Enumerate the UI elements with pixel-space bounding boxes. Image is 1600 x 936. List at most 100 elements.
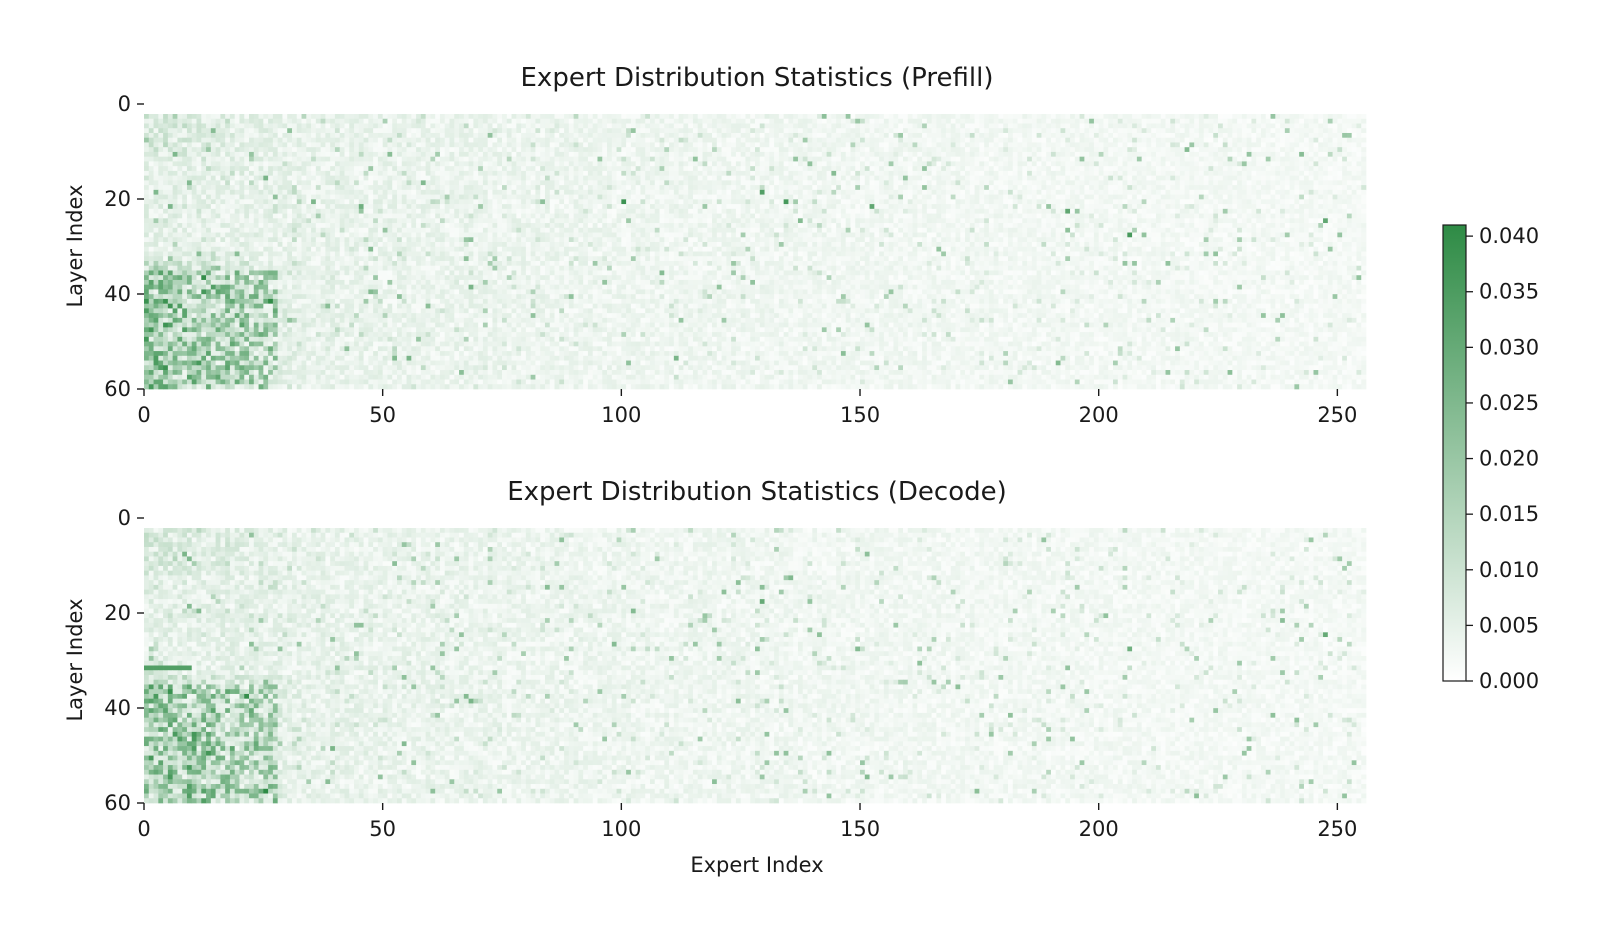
heatmap-cell xyxy=(339,175,345,181)
heatmap-cell xyxy=(358,175,364,181)
heatmap-cell xyxy=(1227,199,1233,205)
heatmap-cell xyxy=(239,123,245,129)
heatmap-cell xyxy=(1342,180,1348,186)
heatmap-cell xyxy=(1327,185,1333,191)
heatmap-cell xyxy=(1303,118,1310,124)
heatmap-cell xyxy=(893,199,899,205)
heatmap-cell xyxy=(1337,175,1343,181)
heatmap-cell xyxy=(945,151,952,158)
heatmap-cell xyxy=(712,123,718,129)
heatmap-cell xyxy=(1299,114,1305,120)
heatmap-cell xyxy=(411,170,417,176)
heatmap-cell xyxy=(268,128,274,134)
heatmap-cell xyxy=(845,161,851,167)
heatmap-cell xyxy=(554,170,560,176)
heatmap-cell xyxy=(673,137,679,143)
heatmap-cell xyxy=(1313,161,1319,167)
heatmap-cell xyxy=(855,161,861,167)
heatmap-cell xyxy=(1323,132,1329,139)
heatmap-cell xyxy=(186,156,193,162)
heatmap-cell xyxy=(969,175,975,181)
heatmap-cell xyxy=(1079,142,1085,148)
heatmap-cell xyxy=(769,175,775,181)
heatmap-cell xyxy=(1232,132,1238,139)
heatmap-cell xyxy=(435,147,441,153)
heatmap-cell xyxy=(1050,137,1057,143)
heatmap-cell xyxy=(592,114,598,120)
heatmap-cell xyxy=(463,180,469,186)
heatmap-cell xyxy=(354,161,360,167)
heatmap-cell xyxy=(1079,128,1085,134)
heatmap-cell xyxy=(253,123,259,129)
heatmap-cell xyxy=(888,161,894,167)
heatmap-cell xyxy=(377,142,384,148)
heatmap-cell xyxy=(778,170,784,176)
heatmap-cell xyxy=(1260,156,1267,162)
heatmap-cell xyxy=(172,147,178,153)
heatmap-cell xyxy=(1113,132,1119,139)
heatmap-cell xyxy=(1122,161,1128,167)
heatmap-cell xyxy=(349,114,355,120)
heatmap-cell xyxy=(1007,132,1014,139)
heatmap-cell xyxy=(635,185,641,191)
heatmap-cell xyxy=(1289,180,1295,186)
heatmap-cell xyxy=(554,180,560,186)
heatmap-cell xyxy=(306,180,312,186)
heatmap-cell xyxy=(420,189,426,195)
heatmap-cell xyxy=(793,185,799,191)
heatmap-cell xyxy=(621,170,627,176)
heatmap-cell xyxy=(392,132,398,139)
heatmap-cell xyxy=(965,123,971,129)
heatmap-cell xyxy=(158,118,164,124)
heatmap-cell xyxy=(186,128,193,134)
heatmap-cell xyxy=(960,156,966,162)
heatmap-cell xyxy=(506,118,512,124)
heatmap-cell xyxy=(311,132,317,139)
heatmap-cell xyxy=(392,151,398,158)
heatmap-cell xyxy=(716,170,722,176)
heatmap-cell xyxy=(840,156,847,162)
heatmap-cell xyxy=(540,185,546,191)
heatmap-cell xyxy=(840,114,847,120)
heatmap-cell xyxy=(349,189,355,195)
heatmap-cell xyxy=(234,189,240,195)
heatmap-cell xyxy=(664,204,670,210)
heatmap-cell xyxy=(339,199,345,205)
heatmap-cell xyxy=(869,175,875,181)
heatmap-cell xyxy=(425,166,431,172)
heatmap-cell xyxy=(210,185,216,191)
heatmap-cell xyxy=(1208,156,1214,162)
heatmap-cell xyxy=(564,156,570,162)
heatmap-cell xyxy=(874,151,880,158)
heatmap-cell xyxy=(191,123,197,129)
heatmap-cell xyxy=(220,156,226,162)
heatmap-cell xyxy=(874,114,880,120)
heatmap-cell xyxy=(879,128,885,134)
heatmap-cell xyxy=(1084,166,1090,172)
heatmap-cell xyxy=(1041,180,1047,186)
heatmap-cell xyxy=(1265,161,1271,167)
heatmap-cell xyxy=(945,147,952,153)
heatmap-cell xyxy=(416,199,422,205)
heatmap-cell xyxy=(272,180,278,186)
heatmap-cell xyxy=(363,185,369,191)
heatmap-cell xyxy=(191,185,197,191)
heatmap-cell xyxy=(879,199,885,205)
heatmap-cell xyxy=(287,204,293,210)
heatmap-cell xyxy=(1041,166,1047,172)
heatmap-cell xyxy=(740,147,746,153)
heatmap-cell xyxy=(430,151,436,158)
heatmap-cell xyxy=(525,189,531,195)
heatmap-cell xyxy=(807,118,813,124)
heatmap-cell xyxy=(478,151,484,158)
heatmap-cell xyxy=(1003,194,1009,200)
heatmap-cell xyxy=(1256,180,1262,186)
heatmap-cell xyxy=(1160,175,1166,181)
heatmap-cell xyxy=(478,161,484,167)
heatmap-cell xyxy=(864,147,870,153)
heatmap-cell xyxy=(349,132,355,139)
heatmap-cell xyxy=(1227,114,1233,120)
heatmap-cell xyxy=(783,118,789,124)
heatmap-cell xyxy=(158,128,164,134)
heatmap-cell xyxy=(907,147,913,153)
